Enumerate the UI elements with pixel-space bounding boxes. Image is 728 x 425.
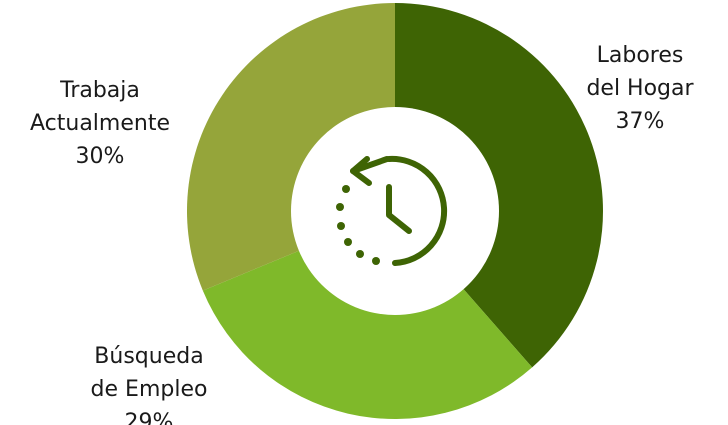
slice-name-label: Trabaja (59, 78, 140, 103)
slice-label: Trabaja Actualmente 30% (30, 78, 170, 169)
slice-name-label: Labores (597, 43, 684, 68)
slice-name-label: Actualmente (30, 111, 170, 136)
slice-label: Búsqueda de Empleo 29% (91, 344, 208, 425)
slice-label: Labores del Hogar 37% (586, 43, 694, 134)
slice-name-label: Búsqueda (94, 344, 203, 369)
slice-b-squeda-de-empleo (202, 211, 533, 420)
slice-percent-label: 29% (125, 410, 174, 425)
slice-name-label: de Empleo (91, 377, 208, 402)
slice-name-label: del Hogar (586, 76, 694, 101)
slice-labels: Labores del Hogar 37% Búsqueda de Empleo 29% T… (30, 43, 695, 425)
slice-percent-label: 37% (616, 109, 665, 134)
slice-labores-del-hogar (395, 3, 604, 368)
donut-hole (291, 107, 499, 315)
slice-percent-label: 30% (76, 144, 125, 169)
clock-history-icon (336, 155, 448, 266)
